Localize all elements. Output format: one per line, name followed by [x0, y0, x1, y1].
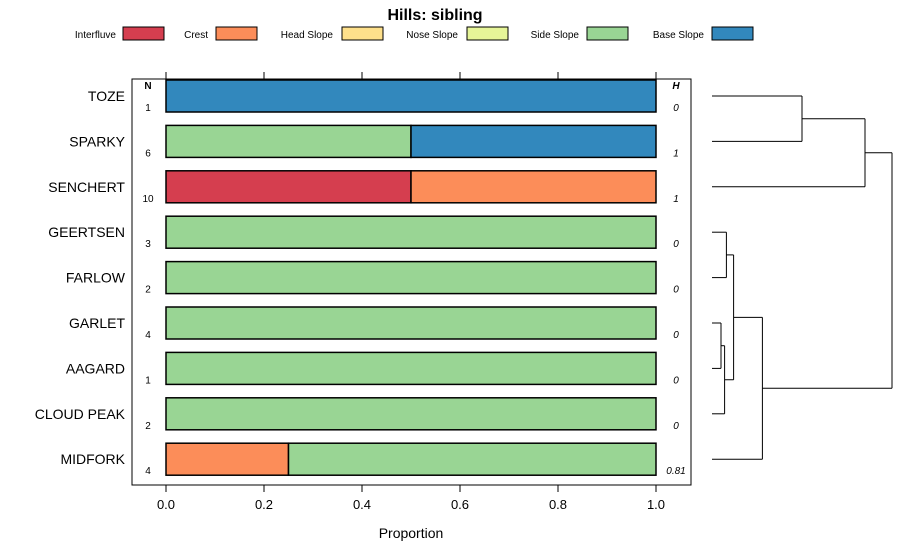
- h-value-aagard: 0: [673, 375, 679, 386]
- h-value-midfork: 0.81: [666, 466, 685, 477]
- n-value-farlow: 2: [145, 285, 151, 296]
- bar-senchert-crest: [410, 170, 657, 204]
- h-value-toze: 0: [673, 103, 679, 114]
- h-column-header: H: [672, 81, 680, 92]
- n-column-header: N: [144, 81, 151, 92]
- legend-swatch-base-slope: [711, 26, 754, 41]
- legend-label-base-slope: Base Slope: [653, 30, 705, 41]
- legend-label-nose-slope: Nose Slope: [406, 30, 458, 41]
- h-value-geertsen: 0: [673, 239, 679, 250]
- bar-sparky-side-slope: [165, 124, 412, 159]
- x-tick-label-5: 1.0: [647, 497, 665, 512]
- bar-midfork-crest: [165, 442, 290, 476]
- category-label-garlet: GARLET: [69, 315, 125, 331]
- bar-aagard-side-slope: [165, 351, 657, 386]
- plot-frame: [131, 78, 692, 486]
- n-value-midfork: 4: [145, 466, 151, 477]
- category-label-sparky: SPARKY: [69, 133, 125, 149]
- legend-label-interfluve: Interfluve: [75, 30, 117, 41]
- n-value-toze: 1: [145, 103, 151, 114]
- bar-senchert-interfluve: [165, 170, 412, 204]
- x-tick-label-2: 0.4: [353, 497, 371, 512]
- h-value-sparky: 1: [673, 148, 679, 159]
- legend-swatch-crest: [215, 26, 258, 41]
- legend-swatch-side-slope: [586, 26, 629, 41]
- x-tick-label-4: 0.8: [549, 497, 567, 512]
- x-tick-label-1: 0.2: [255, 497, 273, 512]
- legend-label-crest: Crest: [184, 30, 208, 41]
- category-label-geertsen: GEERTSEN: [48, 224, 125, 240]
- bar-cloud-peak-side-slope: [165, 397, 657, 431]
- dendrogram: [712, 95, 893, 460]
- bar-farlow-side-slope: [165, 260, 657, 295]
- n-value-senchert: 10: [142, 194, 154, 205]
- n-value-sparky: 6: [145, 148, 151, 159]
- h-value-garlet: 0: [673, 330, 679, 341]
- n-value-aagard: 1: [145, 375, 151, 386]
- legend-swatch-head-slope: [341, 26, 384, 41]
- n-value-garlet: 4: [145, 330, 151, 341]
- legend-swatch-interfluve: [122, 26, 165, 41]
- n-value-cloud-peak: 2: [145, 421, 151, 432]
- bar-garlet-side-slope: [165, 306, 657, 340]
- bar-sparky-base-slope: [410, 124, 657, 159]
- legend: Interfluve Crest Head Slope Nose Slope Side …: [75, 26, 754, 41]
- chart-title: Hills: sibling: [387, 7, 482, 24]
- bar-midfork-side-slope: [287, 442, 657, 476]
- legend-label-side-slope: Side Slope: [531, 30, 580, 41]
- category-label-midfork: MIDFORK: [60, 451, 125, 467]
- bar-toze-base-slope: [165, 79, 657, 113]
- n-value-geertsen: 3: [145, 239, 151, 250]
- x-tick-label-3: 0.6: [451, 497, 469, 512]
- h-value-senchert: 1: [673, 194, 679, 205]
- category-label-senchert: SENCHERT: [48, 179, 125, 195]
- legend-swatch-nose-slope: [466, 26, 509, 41]
- top-axis-ticks: [165, 72, 657, 79]
- x-axis: 0.0 0.2 0.4 0.6 0.8 1.0: [157, 485, 665, 512]
- h-value-cloud-peak: 0: [673, 421, 679, 432]
- h-value-farlow: 0: [673, 285, 679, 296]
- category-label-farlow: FARLOW: [66, 270, 126, 286]
- category-label-aagard: AAGARD: [66, 360, 125, 376]
- bar-geertsen-side-slope: [165, 215, 657, 249]
- category-label-toze: TOZE: [88, 88, 125, 104]
- bars: [165, 79, 657, 476]
- x-axis-label: Proportion: [379, 525, 444, 541]
- x-tick-label-0: 0.0: [157, 497, 175, 512]
- legend-label-head-slope: Head Slope: [281, 30, 334, 41]
- category-label-cloud-peak: CLOUD PEAK: [35, 406, 126, 422]
